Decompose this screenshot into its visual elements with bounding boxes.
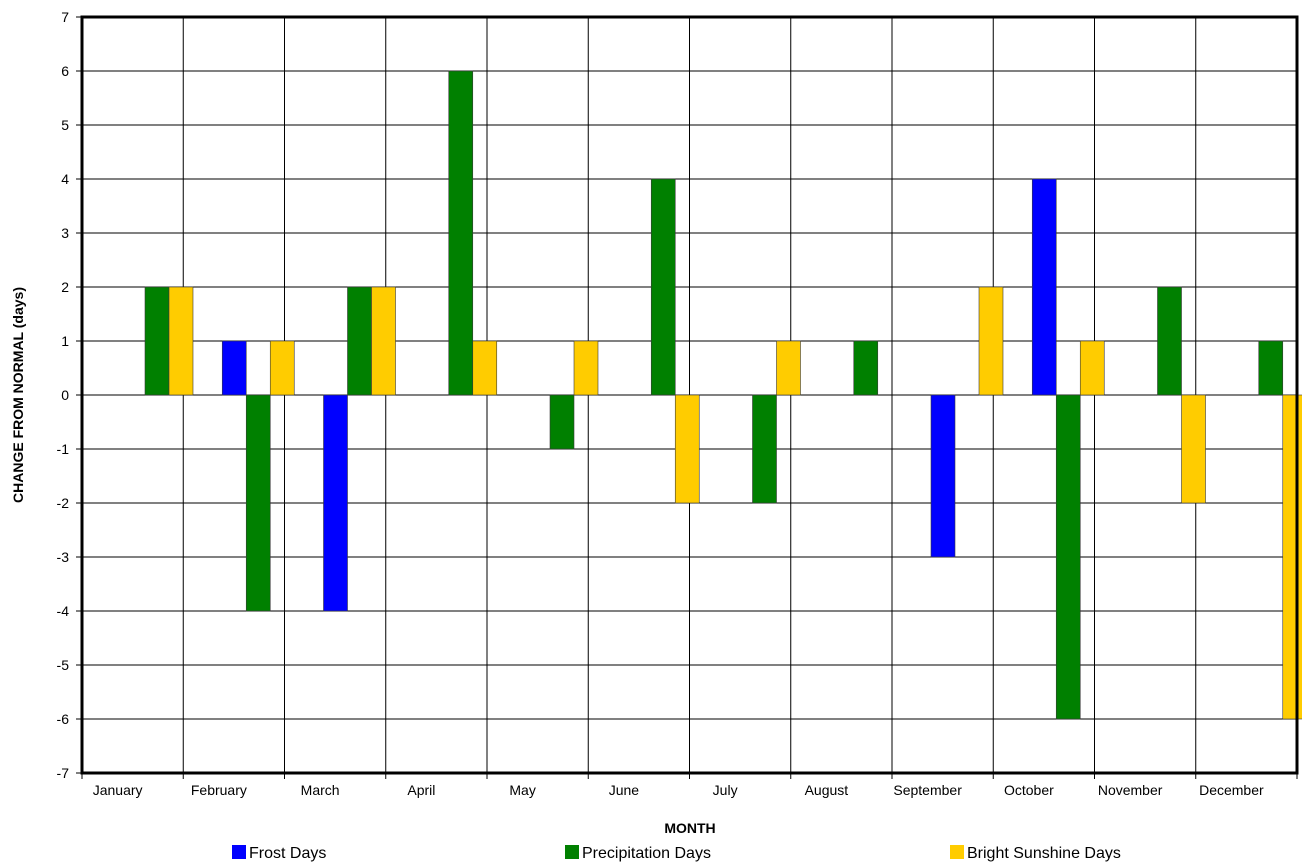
bar-precipitation-days-october — [1055, 394, 1081, 720]
bar-bright-sunshine-days-february — [269, 340, 295, 396]
legend-label: Bright Sunshine Days — [967, 845, 1121, 862]
bar-precipitation-days-april — [448, 70, 474, 396]
bar-bright-sunshine-days-april — [472, 340, 498, 396]
y-tick-label: 7 — [61, 9, 69, 25]
y-tick-label: 1 — [61, 333, 69, 349]
y-tick-label: -5 — [57, 657, 70, 673]
bars-group — [144, 70, 1302, 720]
x-tick-label: January — [93, 782, 143, 798]
y-tick-label: -7 — [57, 765, 70, 781]
x-tick-label: December — [1199, 782, 1264, 798]
legend: Frost Days Precipitation Days Bright Sunsh… — [232, 845, 1121, 862]
bar-precipitation-days-january — [144, 286, 170, 396]
y-tick-label: 5 — [61, 117, 69, 133]
bar-precipitation-days-march — [347, 286, 372, 396]
bar-bright-sunshine-days-january — [168, 286, 194, 396]
bar-bright-sunshine-days-november — [1181, 394, 1206, 504]
y-tick-label: -1 — [57, 441, 70, 457]
bar-precipitation-days-july — [752, 394, 777, 504]
bar-bright-sunshine-days-march — [371, 286, 396, 396]
y-axis-ticks: 7 6 5 4 3 2 1 0 -1 -2 -3 -4 -5 -6 -7 — [57, 9, 82, 781]
x-tick-label: July — [713, 782, 738, 798]
y-tick-label: 2 — [61, 279, 69, 295]
bar-frost-days-march — [323, 394, 348, 612]
bar-precipitation-days-june — [650, 178, 676, 396]
x-tick-label: September — [893, 782, 962, 798]
legend-swatch — [950, 845, 964, 859]
bar-bright-sunshine-days-october — [1079, 340, 1105, 396]
y-axis-title: CHANGE FROM NORMAL (days) — [10, 287, 26, 503]
y-tick-label: 3 — [61, 225, 69, 241]
bar-bright-sunshine-days-december — [1282, 394, 1302, 720]
bar-frost-days-february — [221, 340, 247, 396]
legend-label: Precipitation Days — [582, 845, 711, 862]
x-tick-label: October — [1004, 782, 1054, 798]
x-axis-ticks: January February March April May June July Augu… — [81, 773, 1298, 798]
bar-precipitation-days-november — [1157, 286, 1182, 396]
legend-swatch — [565, 845, 579, 859]
bar-bright-sunshine-days-july — [776, 340, 801, 396]
y-tick-label: 0 — [61, 387, 69, 403]
bar-precipitation-days-december — [1258, 340, 1284, 396]
x-axis-title: MONTH — [664, 820, 715, 836]
bar-bright-sunshine-days-may — [573, 340, 599, 396]
y-tick-label: 4 — [61, 171, 69, 187]
bar-precipitation-days-august — [853, 340, 879, 396]
x-tick-label: February — [191, 782, 247, 798]
x-tick-label: May — [509, 782, 535, 798]
y-tick-label: -6 — [57, 711, 70, 727]
x-tick-label: June — [609, 782, 640, 798]
bar-bright-sunshine-days-september — [978, 286, 1004, 396]
y-tick-label: -2 — [57, 495, 70, 511]
bar-bright-sunshine-days-june — [674, 394, 700, 504]
bar-frost-days-october — [1031, 178, 1057, 396]
legend-label: Frost Days — [249, 845, 326, 862]
bar-precipitation-days-february — [245, 394, 271, 612]
x-tick-label: November — [1098, 782, 1163, 798]
legend-swatch — [232, 845, 246, 859]
x-tick-label: March — [301, 782, 340, 798]
bar-frost-days-september — [930, 394, 956, 558]
y-tick-label: -4 — [57, 603, 70, 619]
y-tick-label: -3 — [57, 549, 70, 565]
bar-precipitation-days-may — [549, 394, 575, 450]
x-tick-label: August — [805, 782, 849, 798]
x-tick-label: April — [407, 782, 435, 798]
y-tick-label: 6 — [61, 63, 69, 79]
